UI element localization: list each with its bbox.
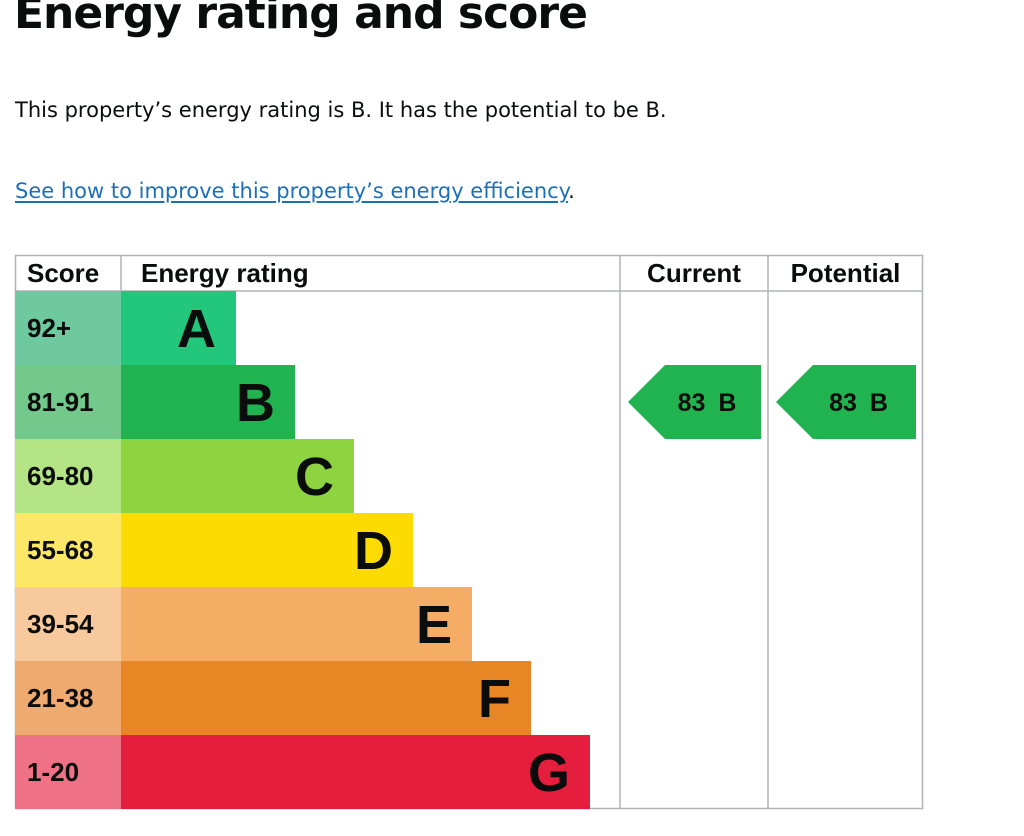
score-cell-e bbox=[15, 587, 121, 661]
rating-letter-d: D bbox=[354, 521, 393, 581]
rating-letter-c: C bbox=[295, 447, 334, 507]
score-range-b: 81-91 bbox=[27, 387, 94, 417]
current-marker-label: 83 B bbox=[678, 389, 737, 417]
rating-bar-b bbox=[121, 365, 295, 439]
rating-letter-f: F bbox=[478, 669, 511, 729]
rating-bar-d bbox=[121, 513, 413, 587]
score-cell-g bbox=[15, 735, 121, 809]
score-range-g: 1-20 bbox=[27, 757, 79, 787]
rating-bar-a bbox=[121, 291, 236, 365]
score-cell-d bbox=[15, 513, 121, 587]
rating-letter-g: G bbox=[528, 743, 570, 803]
header-potential: Potential bbox=[791, 258, 901, 288]
score-cell-a bbox=[15, 291, 121, 365]
header-score: Score bbox=[27, 258, 99, 288]
score-cell-f bbox=[15, 661, 121, 735]
rating-letter-b: B bbox=[236, 373, 275, 433]
rating-bar-e bbox=[121, 587, 472, 661]
rating-bar-c bbox=[121, 439, 354, 513]
header-current: Current bbox=[647, 258, 741, 288]
score-range-e: 39-54 bbox=[27, 609, 94, 639]
score-range-c: 69-80 bbox=[27, 461, 94, 491]
score-range-a: 92+ bbox=[27, 313, 71, 343]
potential-marker bbox=[776, 365, 916, 439]
score-range-f: 21-38 bbox=[27, 683, 94, 713]
score-cell-b bbox=[15, 365, 121, 439]
rating-summary: This property’s energy rating is B. It h… bbox=[15, 98, 667, 122]
score-cell-c bbox=[15, 439, 121, 513]
rating-bar-f bbox=[121, 661, 531, 735]
link-suffix: . bbox=[568, 179, 575, 203]
header-energy-rating: Energy rating bbox=[141, 258, 309, 288]
improve-link-line: See how to improve this property’s energ… bbox=[15, 177, 575, 205]
page-title: Energy rating and score bbox=[14, 0, 588, 39]
rating-bar-g bbox=[121, 735, 590, 809]
rating-letter-a: A bbox=[177, 299, 216, 359]
score-range-d: 55-68 bbox=[27, 535, 94, 565]
current-marker bbox=[628, 365, 761, 439]
rating-letter-e: E bbox=[416, 595, 452, 655]
improve-efficiency-link[interactable]: See how to improve this property’s energ… bbox=[15, 179, 569, 203]
potential-marker-label: 83 B bbox=[829, 389, 888, 417]
